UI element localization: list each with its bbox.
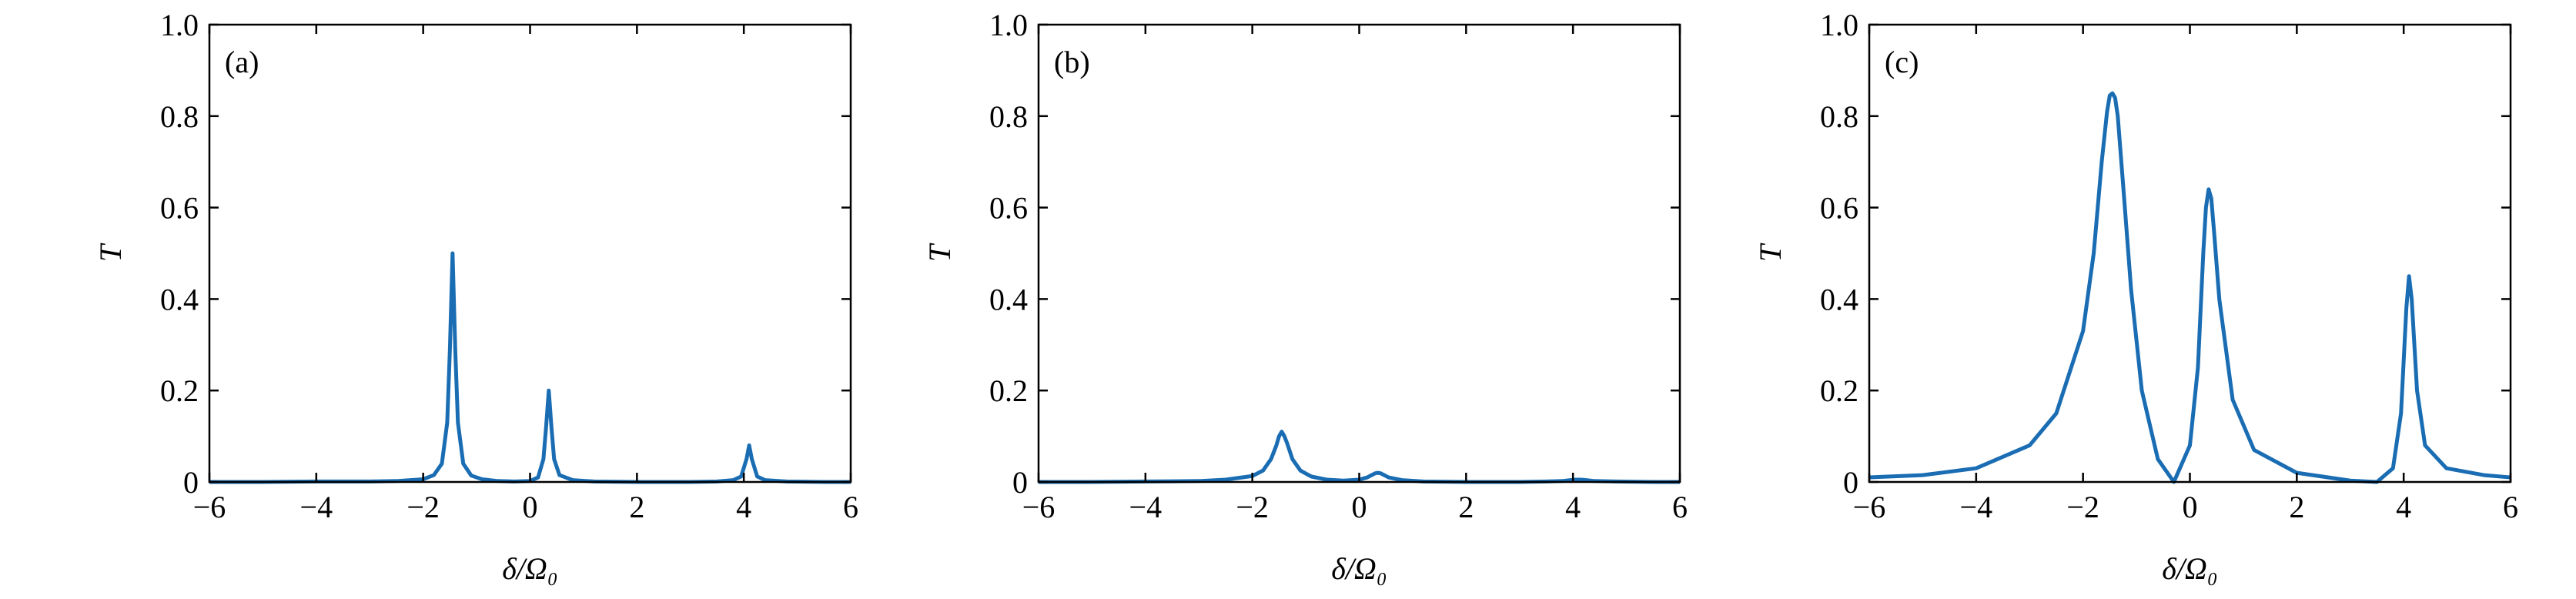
y-tick-label: 0.6 <box>989 191 1028 226</box>
x-axis-label: δ/Ω₀ <box>502 551 558 586</box>
y-tick-label: 1.0 <box>160 8 199 42</box>
y-tick-label: 0.2 <box>989 373 1028 408</box>
y-tick-label: 0 <box>1012 465 1028 500</box>
x-tick-label: −2 <box>406 490 440 524</box>
x-tick-label: −4 <box>1129 490 1163 524</box>
y-tick-label: 0.2 <box>1820 373 1858 408</box>
y-tick-label: 0.4 <box>160 282 199 316</box>
y-tick-label: 0.8 <box>989 99 1028 134</box>
x-tick-label: −4 <box>300 490 333 524</box>
y-tick-label: 0.8 <box>160 99 199 134</box>
x-tick-label: 2 <box>2289 490 2304 524</box>
data-line <box>209 251 851 484</box>
y-tick-label: 0.6 <box>1820 191 1858 226</box>
plot-frame <box>1868 23 2512 484</box>
panel-label: (a) <box>225 45 259 79</box>
plot-frame <box>1037 23 1681 484</box>
x-tick-label: −4 <box>1960 490 1993 524</box>
x-tick-label: −6 <box>1853 490 1886 524</box>
y-axis-label: T <box>1753 243 1788 262</box>
y-tick-label: 0.4 <box>989 282 1028 316</box>
y-tick-label: 0.4 <box>1820 282 1858 316</box>
y-tick-label: 1.0 <box>1820 8 1858 42</box>
y-axis-label: T <box>93 243 128 262</box>
x-tick-label: 6 <box>843 490 858 524</box>
x-tick-label: −6 <box>1022 490 1055 524</box>
x-tick-label: 2 <box>1458 490 1474 524</box>
y-tick-label: 0.2 <box>160 373 199 408</box>
x-tick-label: 4 <box>2396 490 2411 524</box>
x-tick-label: 0 <box>1352 490 1367 524</box>
y-tick-label: 0 <box>1843 465 1858 500</box>
panel-label: (c) <box>1885 45 1919 79</box>
y-tick-label: 0.6 <box>160 191 199 226</box>
x-tick-label: −6 <box>193 490 226 524</box>
y-axis-label: T <box>922 243 957 262</box>
x-tick-label: 4 <box>1565 490 1581 524</box>
x-tick-label: 4 <box>736 490 751 524</box>
panel-label: (b) <box>1054 45 1090 79</box>
x-tick-label: 0 <box>523 490 538 524</box>
x-tick-label: 2 <box>629 490 644 524</box>
x-tick-label: −2 <box>2066 490 2099 524</box>
x-tick-label: 6 <box>2503 490 2518 524</box>
data-line <box>1868 91 2511 484</box>
data-line <box>1039 430 1680 484</box>
x-tick-label: −2 <box>1236 490 1269 524</box>
y-tick-label: 1.0 <box>989 8 1028 42</box>
x-tick-label: 0 <box>2183 490 2198 524</box>
x-axis-label: δ/Ω₀ <box>1331 551 1387 586</box>
y-tick-label: 0.8 <box>1820 99 1858 134</box>
x-axis-label: δ/Ω₀ <box>2162 551 2218 586</box>
plot-frame <box>208 23 852 484</box>
y-tick-label: 0 <box>183 465 199 500</box>
x-tick-label: 6 <box>1672 490 1688 524</box>
